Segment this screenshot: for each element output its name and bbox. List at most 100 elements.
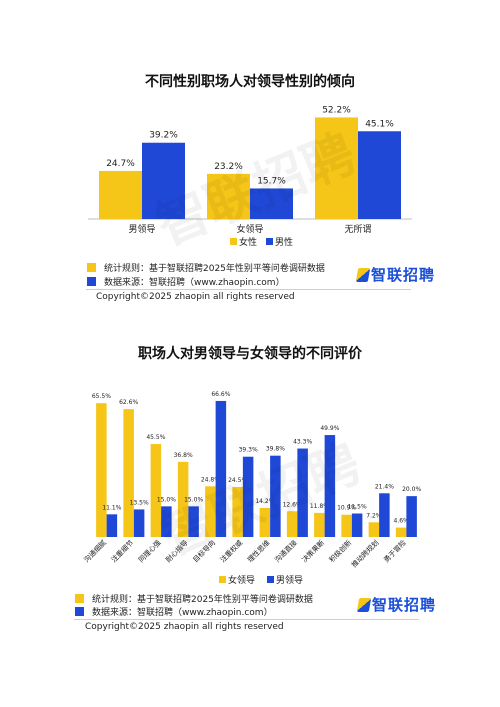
chart2-copyright: Copyright©2025 zhaopin all rights reserv… bbox=[85, 622, 284, 632]
chart1-data-label: 52.2% bbox=[322, 105, 351, 115]
chart1-bar-male bbox=[358, 131, 401, 219]
chart1-data-label: 15.7% bbox=[257, 176, 286, 186]
chart2-divider bbox=[74, 619, 419, 620]
brand-logo-2: 智联招聘 bbox=[356, 594, 437, 615]
chart2-tick-label: 目标导向 bbox=[191, 538, 217, 564]
chart2-data-label: 66.6% bbox=[211, 391, 230, 398]
chart2-data-label: 24.5% bbox=[228, 477, 247, 484]
chart2-data-label: 13.5% bbox=[130, 499, 149, 506]
chart2-bar-female-leader bbox=[150, 444, 162, 537]
chart2-tick-label: 沟通直接 bbox=[273, 538, 299, 564]
chart2-data-label: 45.5% bbox=[146, 434, 165, 441]
chart2-bar-male-leader bbox=[106, 514, 118, 537]
chart2-legend-label: 女领导 bbox=[228, 574, 255, 586]
chart2-bar-male-leader bbox=[215, 400, 227, 537]
chart2-bar-male-leader bbox=[270, 455, 281, 537]
chart2-bar-female-leader bbox=[286, 511, 298, 537]
chart2-data-label: 39.3% bbox=[239, 447, 258, 454]
chart1-bar-female bbox=[207, 173, 250, 219]
chart1-note-rule: 统计规则：基于智联招聘2025年性别平等问卷调研数据 bbox=[87, 261, 325, 274]
chart2-tick-label: 积极创新 bbox=[327, 538, 353, 564]
chart1-tick-label: 女领导 bbox=[236, 223, 263, 235]
chart2-tick-label: 注重权威 bbox=[218, 538, 244, 564]
chart2-bar-male-leader bbox=[161, 506, 172, 537]
chart2-data-label: 65.5% bbox=[92, 393, 111, 400]
chart2-bar-female-leader bbox=[314, 512, 325, 537]
chart1-note-source: 数据来源：智联招聘（www.zhaopin.com） bbox=[87, 275, 285, 288]
chart1-data-label: 39.2% bbox=[149, 131, 178, 141]
chart2-data-label: 24.8% bbox=[201, 476, 220, 483]
chart2-bar-male-leader bbox=[406, 496, 417, 537]
chart2-bar-female-leader bbox=[395, 527, 407, 537]
chart2-legend-swatch bbox=[267, 576, 274, 583]
chart2-tick-label: 沟通细腻 bbox=[82, 538, 108, 564]
chart1-copyright: Copyright©2025 zhaopin all rights reserv… bbox=[96, 292, 295, 302]
chart2-bar-male-leader bbox=[133, 509, 145, 537]
chart2-bar-female-leader bbox=[341, 514, 352, 537]
chart2-data-label: 20.0% bbox=[402, 486, 421, 493]
chart2-bar-female-leader bbox=[123, 409, 134, 537]
chart2-data-label: 4.6% bbox=[394, 518, 410, 525]
chart1-bar-male bbox=[250, 188, 293, 219]
chart2-data-label: 36.8% bbox=[174, 452, 193, 459]
chart1-bar-female bbox=[315, 117, 358, 219]
brand-logo-text: 智联招聘 bbox=[372, 596, 437, 614]
chart2-data-label: 10.9% bbox=[337, 505, 356, 512]
chart2-data-label: 7.2% bbox=[366, 512, 382, 519]
chart2-tick-label: 注重细节 bbox=[109, 538, 135, 564]
brand-logo-mark bbox=[356, 597, 372, 612]
chart2-bar-male-leader bbox=[242, 456, 254, 537]
chart2-data-label: 11.8% bbox=[310, 503, 329, 510]
chart2-title: 职场人对男领导与女领导的不同评价 bbox=[138, 346, 362, 362]
chart1-legend-swatch bbox=[266, 238, 273, 245]
chart2-source-text: 数据来源：智联招聘（www.zhaopin.com） bbox=[92, 608, 273, 618]
chart2-bar-male-leader bbox=[297, 448, 308, 537]
chart2-note-rule: 统计规则：基于智联招聘2025年性别平等问卷调研数据 bbox=[75, 592, 313, 605]
chart1-rule-text: 统计规则：基于智联招聘2025年性别平等问卷调研数据 bbox=[104, 264, 325, 274]
chart2-bar-male-leader bbox=[379, 493, 390, 537]
chart2-data-label: 39.8% bbox=[266, 446, 285, 453]
chart1-source-text: 数据来源：智联招聘（www.zhaopin.com） bbox=[104, 278, 285, 288]
chart2-bar-female-leader bbox=[96, 403, 107, 537]
chart2-tick-label: 同理心强 bbox=[137, 539, 162, 564]
chart2-data-label: 62.6% bbox=[119, 399, 138, 406]
chart2-tick-label: 勇于冒险 bbox=[382, 538, 408, 564]
chart2-bar-male-leader bbox=[324, 435, 336, 537]
chart2-rule-text: 统计规则：基于智联招聘2025年性别平等问卷调研数据 bbox=[92, 595, 313, 605]
note-yellow-square bbox=[87, 263, 96, 272]
note-blue-square bbox=[87, 277, 96, 286]
chart2-bar-female-leader bbox=[259, 507, 271, 537]
chart2-data-label: 43.3% bbox=[293, 439, 312, 446]
chart1-svg: 24.7% 39.2% 男领导 23.2% 15.7% 女领导 52.2% 45.1% 无所谓女… bbox=[88, 105, 412, 248]
chart2-data-label: 21.4% bbox=[375, 483, 394, 490]
chart1-legend-label: 女性 bbox=[239, 236, 257, 248]
chart1-title: 不同性别职场人对领导性别的倾向 bbox=[145, 74, 355, 90]
chart1-data-label: 24.7% bbox=[106, 159, 135, 169]
chart1-data-label: 23.2% bbox=[214, 162, 243, 172]
chart1-bar-male bbox=[142, 142, 185, 219]
chart2-data-label: 12.6% bbox=[283, 501, 302, 508]
chart2-data-label: 49.9% bbox=[320, 425, 339, 432]
chart2-data-label: 15.0% bbox=[184, 496, 203, 503]
chart2-bar-female-leader bbox=[177, 461, 189, 537]
chart1-tick-label: 无所谓 bbox=[344, 224, 371, 235]
chart2-bar-male-leader bbox=[188, 506, 199, 537]
chart2-legend-label: 男领导 bbox=[276, 574, 303, 586]
chart2-legend-swatch bbox=[219, 576, 226, 583]
chart2-tick-label: 耐心指导 bbox=[164, 538, 190, 564]
chart2-bar-female-leader bbox=[368, 522, 380, 537]
chart2-note-source: 数据来源：智联招聘（www.zhaopin.com） bbox=[75, 605, 273, 618]
chart1-data-label: 45.1% bbox=[365, 119, 394, 129]
chart1-legend-swatch bbox=[230, 238, 237, 245]
note-yellow-square bbox=[75, 594, 84, 603]
chart1-bar-female bbox=[99, 170, 142, 219]
chart2-tick-label: 决策果断 bbox=[300, 538, 326, 564]
chart2-bar-female-leader bbox=[205, 486, 216, 537]
chart1-tick-label: 男领导 bbox=[128, 223, 155, 235]
brand-logo-1: 智联招聘 bbox=[355, 264, 435, 285]
chart2-bar-male-leader bbox=[351, 513, 363, 537]
note-blue-square bbox=[75, 607, 84, 616]
chart2-data-label: 15.0% bbox=[157, 496, 176, 503]
chart2-data-label: 14.2% bbox=[255, 498, 274, 505]
